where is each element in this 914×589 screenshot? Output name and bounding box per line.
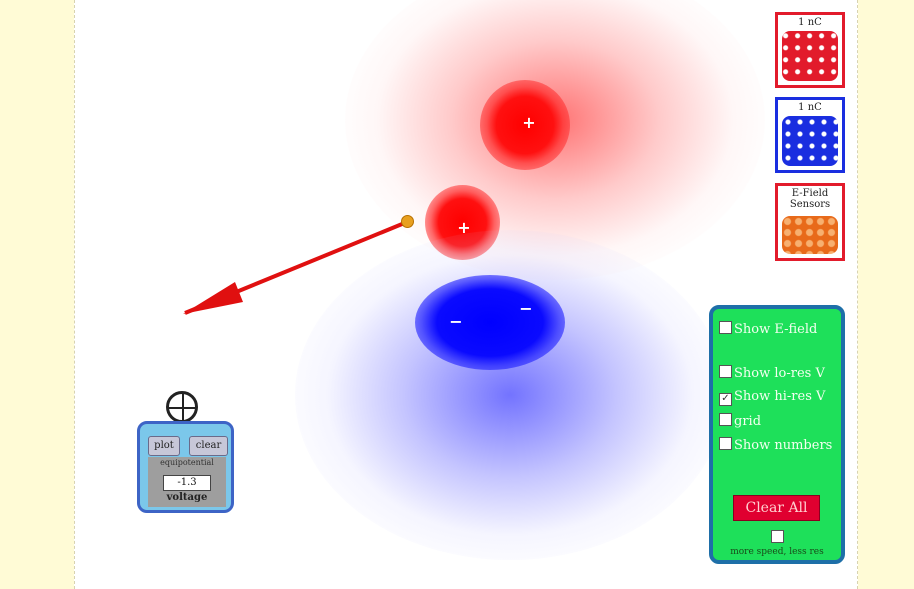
bucket-label: E-Field Sensors — [789, 188, 831, 210]
positive-charges-pile — [782, 31, 838, 81]
show-lores-checkbox[interactable] — [719, 365, 732, 378]
voltage-readout-panel: equipotential -1.3 voltage — [148, 457, 226, 507]
more-speed-label: more speed, less res — [730, 547, 824, 557]
show-numbers-option[interactable]: Show numbers — [719, 437, 832, 453]
positive-charge[interactable]: + — [457, 218, 471, 237]
negative-charge[interactable]: − — [449, 312, 463, 331]
efield-sensor-bucket[interactable]: E-Field Sensors — [775, 183, 845, 261]
more-speed-checkbox[interactable] — [770, 530, 784, 543]
simulation-area[interactable]: + + − − — [74, 0, 858, 589]
bucket-label: 1 nC — [798, 17, 822, 28]
clear-all-button[interactable]: Clear All — [733, 495, 820, 521]
grid-option[interactable]: grid — [719, 413, 761, 429]
show-hires-checkbox[interactable]: ✓ — [719, 393, 732, 406]
positive-potential-core-1 — [480, 80, 570, 170]
show-efield-label: Show E-field — [734, 322, 818, 337]
plot-button[interactable]: plot — [148, 436, 180, 456]
efield-vector-arrow — [183, 220, 408, 315]
voltage-sensor[interactable]: plot clear equipotential -1.3 voltage — [137, 421, 234, 513]
show-efield-option[interactable]: Show E-field — [719, 321, 817, 337]
negative-charge-bucket[interactable]: 1 nC — [775, 97, 845, 173]
bucket-label: 1 nC — [798, 102, 822, 113]
show-numbers-label: Show numbers — [734, 438, 833, 453]
show-lores-option[interactable]: Show lo-res V — [719, 365, 825, 381]
show-hires-label: Show hi-res V — [734, 389, 826, 404]
efield-sensor-dot[interactable] — [401, 215, 414, 228]
voltage-label: voltage — [166, 492, 208, 503]
negative-charges-pile — [782, 116, 838, 166]
clear-button[interactable]: clear — [189, 436, 228, 456]
show-hires-option[interactable]: ✓ Show hi-res V — [719, 389, 825, 406]
grid-label: grid — [734, 414, 762, 429]
equipotential-caption: equipotential — [160, 458, 214, 467]
voltage-sensor-crosshair-icon[interactable] — [166, 391, 198, 423]
show-numbers-checkbox[interactable] — [719, 437, 732, 450]
efield-sensors-pile — [782, 216, 838, 254]
positive-charge[interactable]: + — [522, 113, 536, 132]
negative-potential-core — [415, 275, 565, 370]
show-efield-checkbox[interactable] — [719, 321, 732, 334]
control-panel: Show E-field Show lo-res V ✓ Show hi-res … — [709, 305, 845, 564]
voltage-value: -1.3 — [163, 475, 211, 491]
grid-checkbox[interactable] — [719, 413, 732, 426]
more-speed-option[interactable]: more speed, less res — [713, 527, 841, 557]
positive-charge-bucket[interactable]: 1 nC — [775, 12, 845, 88]
negative-charge[interactable]: − — [519, 299, 533, 318]
show-lores-label: Show lo-res V — [734, 366, 825, 381]
